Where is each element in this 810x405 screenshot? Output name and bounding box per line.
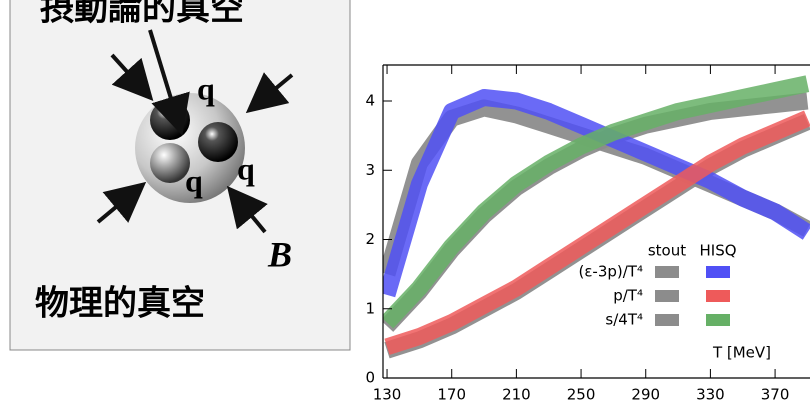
legend-header: HISQ: [699, 242, 736, 260]
legend-swatch: [706, 290, 730, 302]
legend-swatch: [706, 314, 730, 326]
arrows: [96, 29, 294, 234]
quark: [198, 122, 238, 162]
x-axis-label: T [MeV]: [712, 344, 771, 362]
band: [383, 75, 810, 329]
x-tick-label: 370: [761, 386, 790, 404]
quark-label: q: [237, 150, 255, 186]
x-tick-label: 130: [373, 386, 402, 404]
legend-label: p/T⁴: [613, 287, 643, 305]
plot-area: [383, 75, 810, 359]
field-label: B: [267, 234, 292, 274]
y-tick-label: 3: [365, 161, 375, 179]
x-tick-label: 210: [502, 386, 531, 404]
y-tick-label: 4: [365, 92, 375, 110]
legend-swatch: [655, 266, 679, 278]
legend-swatch: [706, 266, 730, 278]
quark-label: q: [185, 162, 203, 198]
top-label: 摂動論的真空: [40, 0, 244, 29]
diagram: 摂動論的真空 q q q B 物理的真空: [9, 0, 351, 351]
x-tick-label: 250: [567, 386, 596, 404]
legend-label: (ε-3p)/T⁴: [578, 263, 643, 281]
legend-swatch: [655, 314, 679, 326]
legend-swatch: [655, 290, 679, 302]
y-tick-label: 2: [365, 230, 375, 248]
y-tick-label: 1: [365, 299, 375, 317]
chart: 0 1 2 3 4 130 170 210 250 290 330 370 T [MeV] stout HI…: [365, 64, 810, 404]
legend-header: stout: [648, 242, 686, 260]
quark-label: q: [197, 70, 215, 106]
bottom-label: 物理的真空: [35, 284, 205, 324]
quark: [150, 100, 190, 140]
band: [384, 110, 810, 355]
y-tick-label: 0: [365, 369, 375, 387]
x-tick-label: 330: [696, 386, 725, 404]
x-tick-label: 170: [437, 386, 466, 404]
x-tick-label: 290: [631, 386, 660, 404]
legend-label: s/4T⁴: [605, 311, 643, 329]
quark: [150, 143, 190, 183]
